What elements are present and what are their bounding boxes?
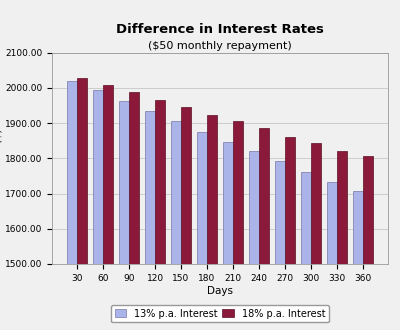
Bar bbox=[249, 151, 259, 264]
Legend: 13% p.a. Interest, 18% p.a. Interest: 13% p.a. Interest, 18% p.a. Interest bbox=[111, 305, 329, 322]
Bar bbox=[197, 132, 207, 264]
Text: Difference in Interest Rates: Difference in Interest Rates bbox=[116, 23, 324, 36]
Bar bbox=[259, 128, 269, 264]
Bar bbox=[77, 79, 87, 264]
Bar bbox=[337, 151, 347, 264]
Bar bbox=[301, 172, 311, 264]
Bar bbox=[285, 137, 295, 264]
Bar bbox=[129, 92, 139, 264]
Bar bbox=[119, 101, 129, 264]
Bar bbox=[145, 111, 155, 264]
Bar bbox=[275, 161, 285, 264]
Bar bbox=[171, 121, 181, 264]
Bar bbox=[103, 85, 113, 264]
Text: ($50 monthly repayment): ($50 monthly repayment) bbox=[148, 41, 292, 51]
Bar bbox=[67, 81, 77, 264]
Bar bbox=[181, 107, 191, 264]
Bar bbox=[327, 182, 337, 264]
Bar bbox=[353, 191, 363, 264]
X-axis label: Days: Days bbox=[207, 285, 233, 295]
Bar bbox=[233, 121, 243, 264]
Bar bbox=[311, 143, 321, 264]
Bar bbox=[155, 100, 165, 264]
Bar bbox=[207, 115, 217, 264]
Bar bbox=[363, 156, 373, 264]
Y-axis label: Balance ($): Balance ($) bbox=[0, 129, 2, 188]
Bar bbox=[223, 142, 233, 264]
Bar bbox=[93, 90, 103, 264]
